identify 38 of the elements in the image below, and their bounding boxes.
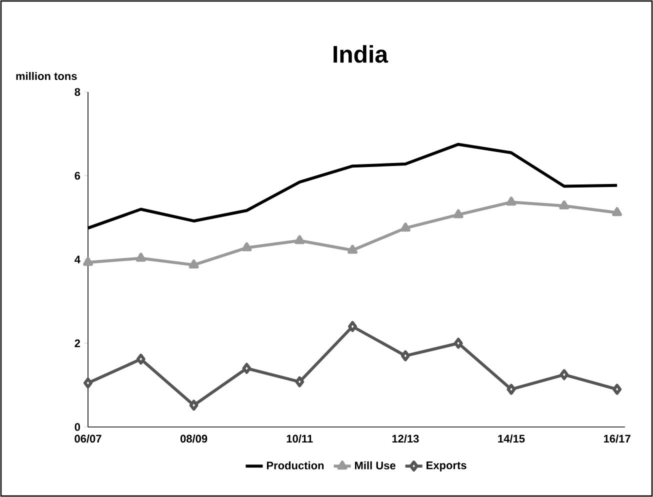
- point: [506, 384, 516, 395]
- point: [136, 252, 146, 262]
- point: [506, 196, 516, 206]
- point: [400, 350, 410, 362]
- point: [348, 321, 358, 332]
- point: [612, 384, 622, 395]
- x-tick-label: 06/07: [74, 434, 102, 443]
- point: [242, 242, 252, 252]
- point: [242, 362, 252, 374]
- x-tick-label: 10/11: [286, 434, 313, 443]
- y-axis-title: million tons: [16, 72, 77, 80]
- point: [83, 256, 93, 266]
- y-tick-label: 8: [74, 88, 80, 96]
- point: [295, 376, 304, 388]
- point: [400, 222, 410, 232]
- legend-label: Mill Use: [355, 461, 396, 470]
- y-tick-label: 6: [74, 172, 80, 180]
- y-tick-label: 4: [74, 256, 80, 264]
- legend-label: Exports: [426, 462, 466, 472]
- point: [454, 338, 463, 349]
- point: [560, 369, 569, 380]
- point: [189, 400, 198, 411]
- legend-label: Production: [266, 461, 324, 470]
- x-tick-label: 08/09: [180, 434, 208, 443]
- point: [559, 200, 570, 210]
- x-tick-label: 12/13: [392, 434, 419, 443]
- point: [612, 207, 622, 216]
- point: [188, 259, 199, 268]
- y-tick-label: 0: [74, 423, 80, 431]
- x-tick-label: 16/17: [604, 434, 630, 443]
- point: [294, 235, 305, 244]
- y-tick-label: 2: [74, 339, 80, 348]
- point: [84, 378, 92, 389]
- point: [136, 354, 146, 365]
- chart-title: India: [334, 45, 388, 63]
- x-tick-label: 14/15: [498, 434, 525, 443]
- point: [348, 244, 358, 254]
- point: [453, 209, 464, 218]
